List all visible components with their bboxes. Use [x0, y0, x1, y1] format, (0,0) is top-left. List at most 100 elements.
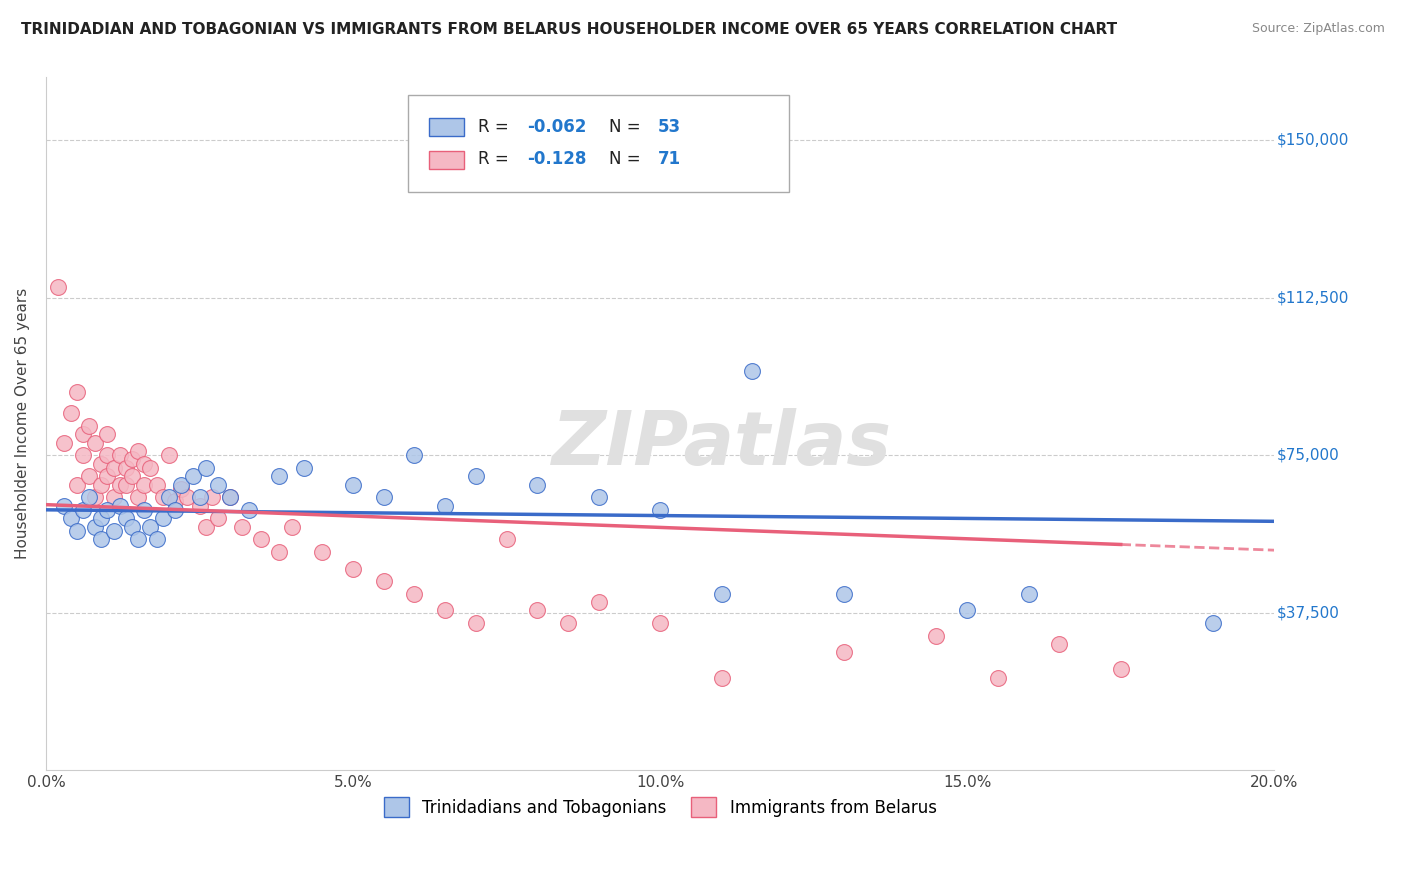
Point	[96, 502, 118, 516]
Point	[152, 511, 174, 525]
Point	[96, 448, 118, 462]
Text: R =: R =	[478, 118, 515, 136]
Point	[207, 477, 229, 491]
Point	[176, 490, 198, 504]
Point	[46, 280, 69, 294]
Point	[114, 460, 136, 475]
Point	[434, 499, 457, 513]
Point	[108, 499, 131, 513]
Point	[170, 482, 193, 496]
Point	[157, 448, 180, 462]
Point	[72, 427, 94, 442]
Point	[1202, 616, 1225, 631]
Point	[127, 490, 149, 504]
Point	[280, 519, 302, 533]
Point	[145, 477, 167, 491]
Point	[710, 587, 733, 601]
Point	[114, 511, 136, 525]
Point	[170, 477, 193, 491]
Point	[114, 477, 136, 491]
Text: $150,000: $150,000	[1277, 133, 1350, 148]
Point	[650, 502, 672, 516]
Point	[834, 587, 856, 601]
Point	[557, 616, 579, 631]
Point	[311, 545, 333, 559]
Point	[108, 448, 131, 462]
Point	[163, 502, 186, 516]
Point	[96, 427, 118, 442]
Point	[157, 490, 180, 504]
Point	[987, 671, 1010, 685]
Text: N =: N =	[609, 118, 645, 136]
Point	[84, 490, 107, 504]
Point	[956, 603, 979, 617]
Text: N =: N =	[609, 150, 645, 169]
Point	[90, 511, 112, 525]
Point	[342, 561, 364, 575]
Point	[925, 629, 948, 643]
Point	[373, 574, 395, 588]
Text: $112,500: $112,500	[1277, 290, 1350, 305]
Point	[526, 477, 548, 491]
Point	[121, 519, 143, 533]
Point	[59, 511, 82, 525]
Point	[526, 603, 548, 617]
Point	[207, 511, 229, 525]
Point	[90, 532, 112, 546]
FancyBboxPatch shape	[429, 119, 464, 136]
Point	[77, 469, 100, 483]
Point	[464, 616, 486, 631]
Point	[183, 469, 205, 483]
Text: Source: ZipAtlas.com: Source: ZipAtlas.com	[1251, 22, 1385, 36]
Text: 71: 71	[658, 150, 681, 169]
Point	[72, 448, 94, 462]
Text: TRINIDADIAN AND TOBAGONIAN VS IMMIGRANTS FROM BELARUS HOUSEHOLDER INCOME OVER 65: TRINIDADIAN AND TOBAGONIAN VS IMMIGRANTS…	[21, 22, 1118, 37]
Point	[163, 494, 186, 508]
Text: -0.128: -0.128	[527, 150, 586, 169]
Point	[66, 477, 89, 491]
Text: $37,500: $37,500	[1277, 605, 1340, 620]
Point	[495, 532, 517, 546]
Point	[188, 490, 211, 504]
Point	[1018, 587, 1040, 601]
Point	[219, 490, 242, 504]
Point	[342, 477, 364, 491]
Point	[194, 519, 217, 533]
Point	[188, 499, 211, 513]
Point	[53, 435, 76, 450]
Point	[139, 519, 162, 533]
Point	[588, 490, 610, 504]
Point	[84, 435, 107, 450]
Point	[464, 469, 486, 483]
Point	[292, 460, 315, 475]
Y-axis label: Householder Income Over 65 years: Householder Income Over 65 years	[15, 288, 30, 559]
Point	[650, 616, 672, 631]
Point	[194, 460, 217, 475]
Point	[152, 490, 174, 504]
Point	[404, 448, 426, 462]
Point	[84, 519, 107, 533]
Point	[134, 477, 156, 491]
Point	[434, 603, 457, 617]
Point	[134, 457, 156, 471]
Point	[139, 460, 162, 475]
Point	[77, 418, 100, 433]
Text: R =: R =	[478, 150, 515, 169]
Point	[103, 460, 125, 475]
Point	[269, 469, 291, 483]
Point	[269, 545, 291, 559]
Point	[250, 532, 273, 546]
Legend: Trinidadians and Tobagonians, Immigrants from Belarus: Trinidadians and Tobagonians, Immigrants…	[377, 790, 943, 824]
Point	[134, 502, 156, 516]
Text: ZIPatlas: ZIPatlas	[551, 408, 891, 481]
Point	[66, 385, 89, 400]
Point	[103, 524, 125, 538]
Point	[219, 490, 242, 504]
Text: $75,000: $75,000	[1277, 448, 1340, 463]
Point	[90, 477, 112, 491]
Point	[127, 444, 149, 458]
Point	[373, 490, 395, 504]
Point	[231, 519, 253, 533]
Point	[238, 502, 260, 516]
Point	[1047, 637, 1070, 651]
